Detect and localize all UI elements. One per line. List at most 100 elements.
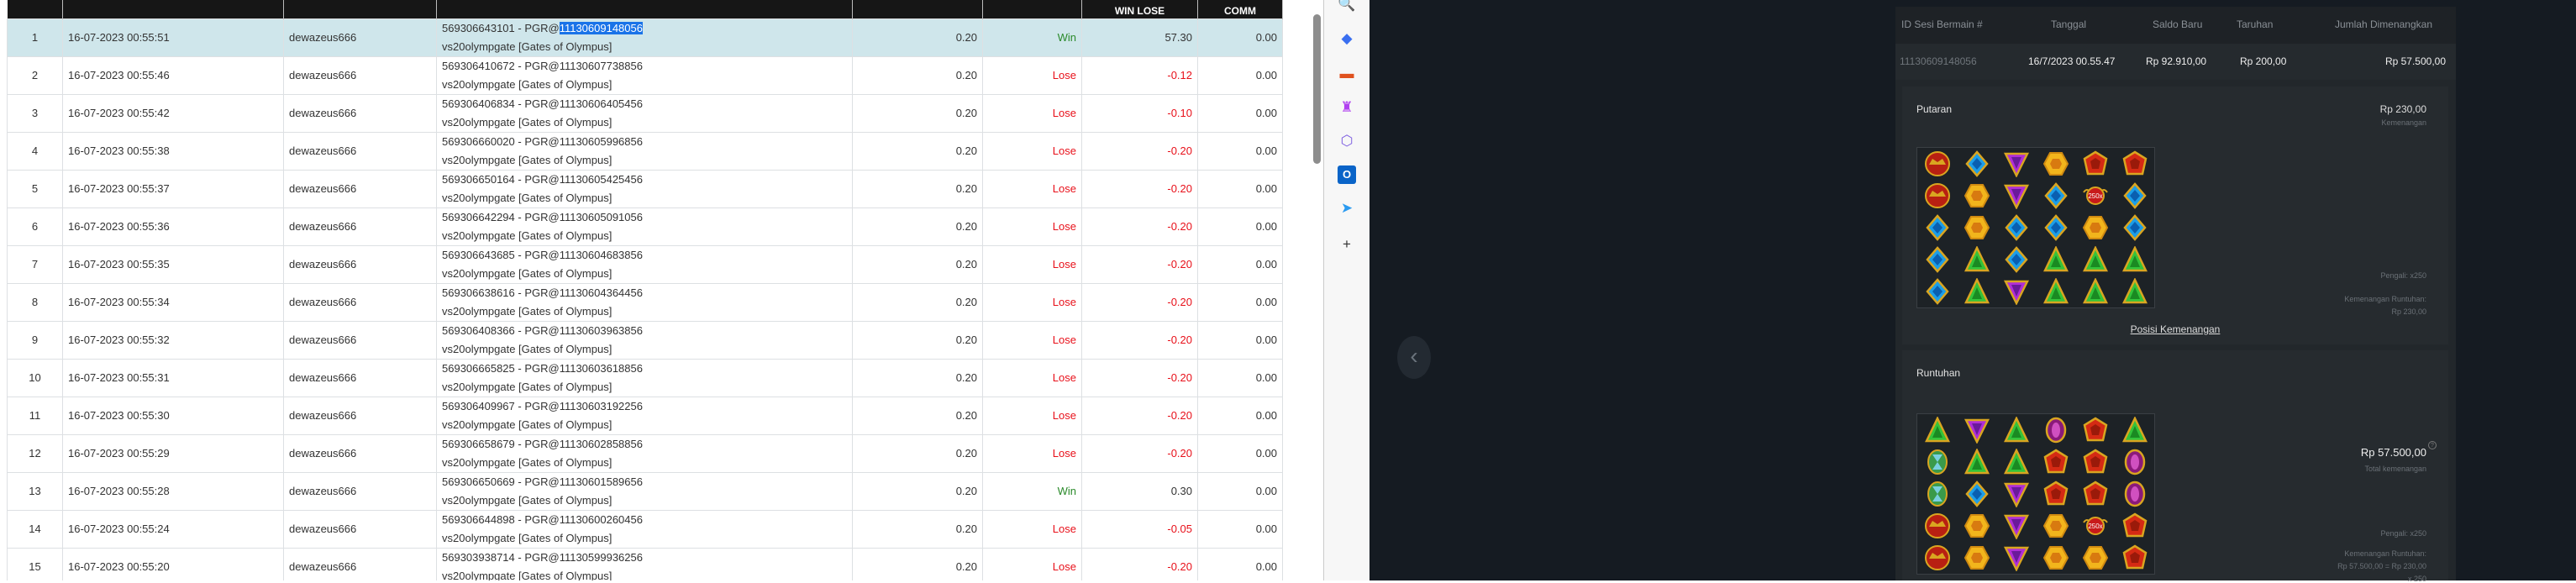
round-id[interactable]: 11130606405456 [559,97,643,110]
help-icon[interactable]: ? [2428,441,2437,449]
win-lose: -0.12 [1081,55,1198,95]
search-icon[interactable]: 🔍 [1338,0,1356,12]
purple-symbol [1996,148,2036,180]
bet-time: 16-07-2023 00:55:28 [62,471,284,511]
edge-sidebar: 🔍 ◆ ▬ ♜ ⬡ O ➤ + [1323,0,1369,580]
username: dewazeus666 [283,358,437,397]
table-row[interactable]: 15 16-07-2023 00:55:20 dewazeus666 56930… [7,547,1283,580]
round-id[interactable]: 11130601589656 [559,475,643,488]
table-row[interactable]: 12 16-07-2023 00:55:29 dewazeus666 56930… [7,433,1283,473]
turnover: 0.20 [852,244,983,284]
round-id[interactable]: 11130600260456 [559,512,643,526]
status: Lose [982,282,1082,322]
bet-time: 16-07-2023 00:55:34 [62,282,284,322]
ring-symbol [2115,478,2154,510]
outlook-icon[interactable]: O [1338,165,1356,184]
previous-button[interactable]: ‹ [1397,336,1431,379]
turnover: 0.20 [852,509,983,549]
scrollbar[interactable] [1313,14,1321,164]
red-symbol [2115,542,2154,574]
table-row[interactable]: 6 16-07-2023 00:55:36 dewazeus666 569306… [7,207,1283,246]
header-no[interactable] [7,0,63,18]
game-round-detail: ID Sesi Bermain # Tanggal Saldo Baru Tar… [1895,7,2456,583]
bet-time: 16-07-2023 00:55:37 [62,169,284,208]
green-symbol [2075,244,2115,276]
win-lose: -0.05 [1081,509,1198,549]
green-symbol [2115,276,2154,307]
table-row[interactable]: 14 16-07-2023 00:55:24 dewazeus666 56930… [7,509,1283,549]
round-id[interactable]: 11130605091056 [559,210,643,223]
round-id[interactable]: 11130603192256 [559,399,643,412]
bet-id: 569306406834 - PGR@ [442,97,560,110]
bet-time: 16-07-2023 00:55:46 [62,55,284,95]
purple-symbol [1996,276,2036,307]
send-icon[interactable]: ➤ [1340,200,1354,216]
blue-symbol [1917,276,1957,307]
ring-symbol [2115,446,2154,478]
round-id[interactable]: 11130609148056 [559,21,643,34]
round-id[interactable]: 11130607738856 [559,59,643,72]
table-row[interactable]: 11 16-07-2023 00:55:30 dewazeus666 56930… [7,396,1283,435]
round-id[interactable]: 11130603963856 [559,323,643,337]
green-symbol [2075,276,2115,307]
game-name: vs20olympgate [Gates of Olympus] [442,304,612,318]
table-row[interactable]: 13 16-07-2023 00:55:28 dewazeus666 56930… [7,471,1283,511]
bet-information: 569306408366 - PGR@11130603963856 vs20oly… [436,320,853,360]
header-status[interactable] [982,0,1082,18]
round-id[interactable]: 11130603618856 [559,361,643,375]
bet-id: 569306638616 - PGR@ [442,286,560,299]
chess-icon[interactable]: ♜ [1340,99,1354,115]
turnover: 0.20 [852,169,983,208]
tumble-win-value-multiplier: x 250 [2407,575,2426,583]
win-lose: -0.20 [1081,547,1198,580]
table-row[interactable]: 5 16-07-2023 00:55:37 dewazeus666 569306… [7,169,1283,208]
crown-symbol [1917,542,1957,574]
header-win-lose[interactable]: WIN LOSE [1081,0,1198,18]
spin-card: Putaran Rp 230,00 Kemenangan 250x Pengal… [1902,87,2448,344]
table-row[interactable]: 4 16-07-2023 00:55:38 dewazeus666 569306… [7,131,1283,171]
winning-positions-link[interactable]: Posisi Kemenangan [2130,323,2221,335]
tag-icon[interactable]: ◆ [1341,30,1353,46]
table-row[interactable]: 2 16-07-2023 00:55:46 dewazeus666 569306… [7,55,1283,95]
win-lose: -0.20 [1081,358,1198,397]
table-row[interactable]: 8 16-07-2023 00:55:34 dewazeus666 569306… [7,282,1283,322]
turnover: 0.20 [852,547,983,580]
green-symbol [1957,446,1996,478]
green-symbol [2036,276,2075,307]
microsoft-365-icon[interactable]: ⬡ [1340,133,1354,149]
status: Lose [982,55,1082,95]
table-row[interactable]: 7 16-07-2023 00:55:35 dewazeus666 569306… [7,244,1283,284]
bet-id: 569306658679 - PGR@ [442,437,560,450]
toolbox-icon[interactable]: ▬ [1339,66,1354,81]
multiplier-label: 250x [2088,523,2102,530]
plus-icon[interactable]: + [1343,236,1351,252]
bet-id: 569306408366 - PGR@ [442,323,560,337]
username: dewazeus666 [283,244,437,284]
red-symbol [2115,148,2154,180]
round-id[interactable]: 11130602858856 [559,437,643,450]
header-username[interactable] [283,0,437,18]
date: 16/7/2023 00.55.47 [2028,55,2116,67]
header-turnover[interactable] [852,0,983,18]
header-comm[interactable]: COMM [1197,0,1283,18]
table-row[interactable]: 1 16-07-2023 00:55:51 dewazeus666 569306… [7,18,1283,57]
tumble-amount: Rp 57.500,00 [2360,446,2426,459]
red-symbol [2036,478,2075,510]
header-time[interactable] [62,0,284,18]
username: dewazeus666 [283,509,437,549]
table-row[interactable]: 9 16-07-2023 00:55:32 dewazeus666 569306… [7,320,1283,360]
username: dewazeus666 [283,93,437,133]
bet-time: 16-07-2023 00:55:42 [62,93,284,133]
row-number: 2 [7,55,63,95]
round-id[interactable]: 11130604683856 [559,248,643,261]
round-id[interactable]: 11130605425456 [559,172,643,186]
bet-information: 569306650669 - PGR@11130601589656 vs20oly… [436,471,853,511]
red-symbol [2115,510,2154,542]
header-information[interactable] [436,0,853,18]
round-id[interactable]: 11130599936256 [559,550,643,564]
tumble-win-label: Kemenangan Runtuhan: [2344,549,2426,558]
table-row[interactable]: 3 16-07-2023 00:55:42 dewazeus666 569306… [7,93,1283,133]
round-id[interactable]: 11130605996856 [559,134,643,148]
round-id[interactable]: 11130604364456 [559,286,643,299]
table-row[interactable]: 10 16-07-2023 00:55:31 dewazeus666 56930… [7,358,1283,397]
